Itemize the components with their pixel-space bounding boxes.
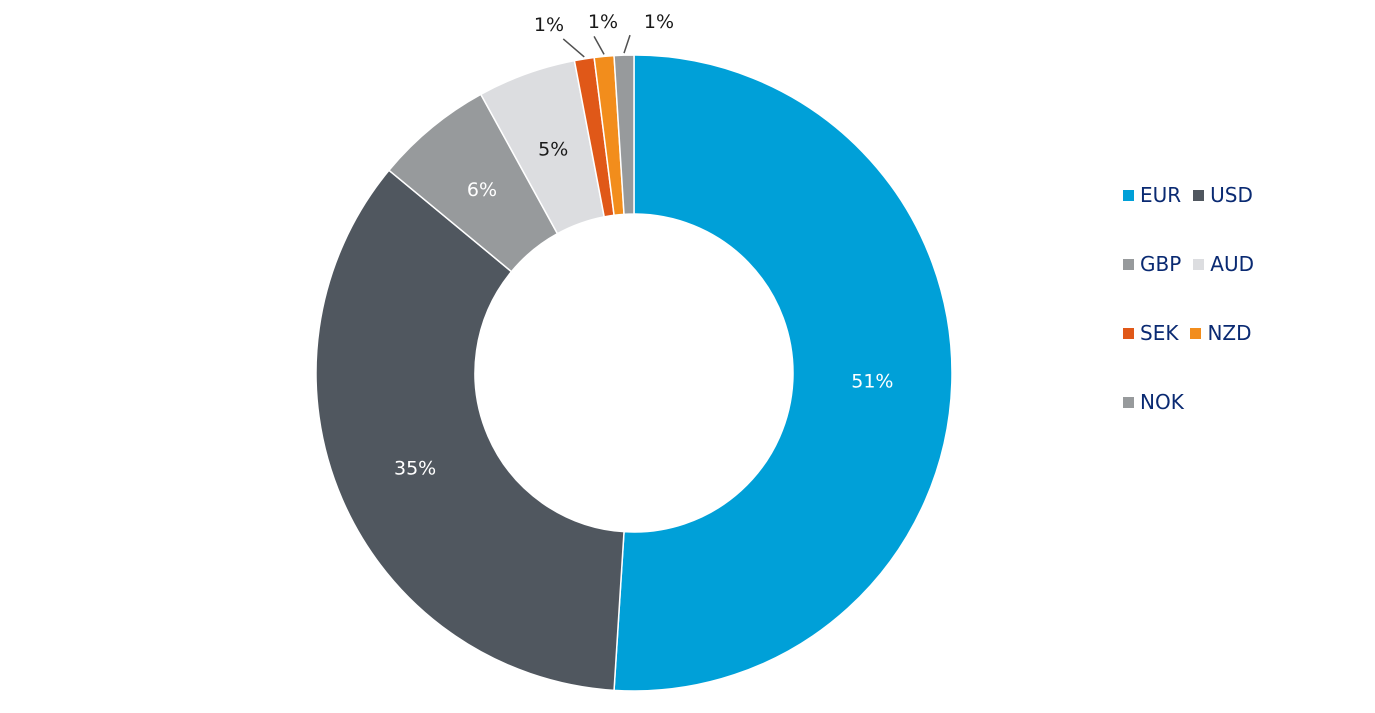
legend-row: NOK	[1123, 389, 1343, 458]
leader-lines-group	[562, 34, 631, 58]
legend-item-gbp: GBP	[1123, 251, 1181, 277]
leader-line	[623, 34, 631, 54]
legend-label-nok: NOK	[1140, 390, 1184, 414]
legend-swatch-nzd	[1190, 327, 1202, 339]
data-label-eur: 51%	[851, 370, 893, 392]
legend-label-aud: AUD	[1210, 252, 1255, 276]
legend-label-eur: EUR	[1140, 183, 1182, 207]
data-label-gbp: 6%	[467, 179, 497, 201]
legend-item-aud: AUD	[1193, 251, 1254, 277]
legend-item-eur: EUR	[1123, 182, 1181, 208]
slices-group	[315, 54, 953, 692]
legend-label-gbp: GBP	[1140, 252, 1182, 276]
data-label-nzd: 1%	[588, 11, 618, 33]
leader-line	[593, 36, 605, 55]
leader-line	[562, 38, 585, 58]
data-label-aud: 5%	[538, 139, 568, 161]
legend-label-sek: SEK	[1140, 321, 1179, 345]
data-label-sek: 1%	[534, 14, 564, 36]
legend-swatch-aud	[1193, 258, 1205, 270]
legend-swatch-gbp	[1123, 258, 1134, 270]
data-labels-group: 51% 35% 6% 5% 1% 1% 1%	[394, 11, 894, 480]
legend-label-usd: USD	[1210, 183, 1253, 207]
legend-item-nok: NOK	[1123, 389, 1184, 415]
legend-swatch-eur	[1123, 189, 1134, 201]
data-label-nok: 1%	[644, 11, 674, 33]
legend-row: GBP AUD	[1123, 251, 1343, 320]
legend-label-nzd: NZD	[1207, 321, 1252, 345]
legend-swatch-sek	[1123, 327, 1134, 339]
legend-swatch-nok	[1123, 396, 1134, 408]
legend-item-sek: SEK	[1123, 320, 1178, 346]
slice-usd	[315, 169, 625, 692]
slice-nok	[613, 54, 635, 216]
legend: EUR USD GBP AUD SEK NZD	[1123, 182, 1343, 458]
legend-row: EUR USD	[1123, 182, 1343, 251]
legend-swatch-usd	[1193, 189, 1205, 201]
legend-row: SEK NZD	[1123, 320, 1343, 389]
data-label-usd: 35%	[394, 458, 436, 480]
legend-item-nzd: NZD	[1190, 320, 1252, 346]
slice-eur	[613, 54, 953, 692]
legend-item-usd: USD	[1193, 182, 1253, 208]
